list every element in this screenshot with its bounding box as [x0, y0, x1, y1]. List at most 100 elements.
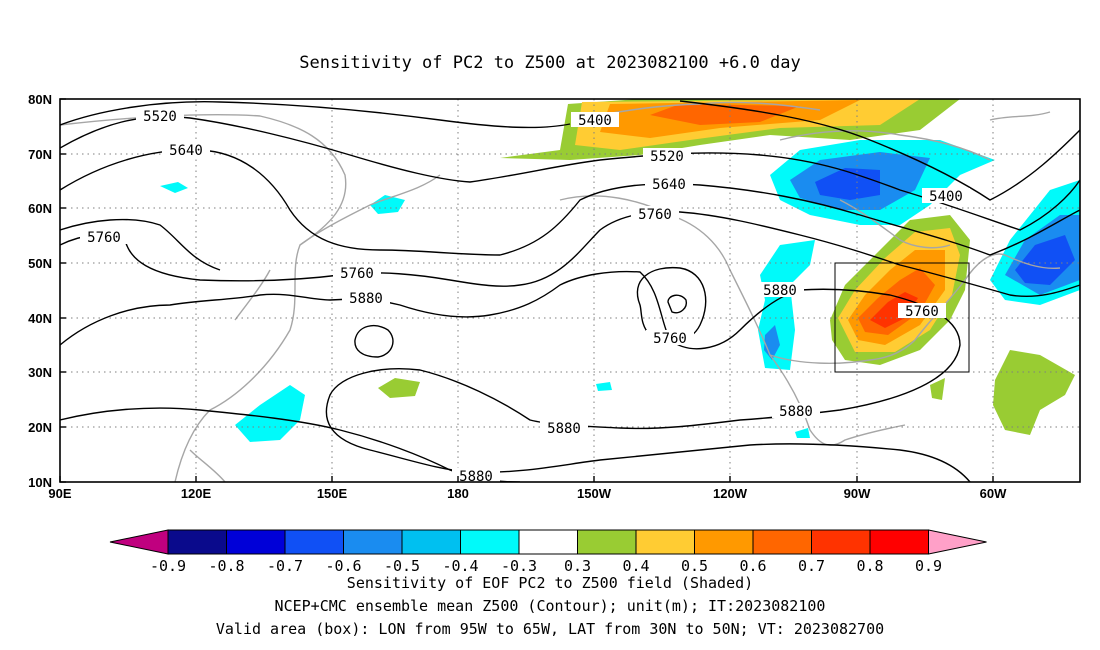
- footer-line-1: Sensitivity of EOF PC2 to Z500 field (Sh…: [347, 574, 753, 592]
- negative-area-kamchatka: [370, 195, 405, 214]
- latitude-labels: 80N 70N 60N 50N 40N 30N 20N 10N: [28, 92, 52, 490]
- colorbar-swatch: [811, 529, 871, 555]
- svg-text:5760: 5760: [638, 207, 672, 223]
- colorbar-label: -0.8: [208, 557, 244, 575]
- negative-area-pacific: [235, 385, 305, 442]
- colorbar-label: -0.9: [150, 557, 186, 575]
- positive-area-north-darkorange: [650, 104, 800, 125]
- contour-5520-upper: [60, 101, 571, 129]
- negative-area-gulf: [596, 382, 612, 391]
- lon-label: 120E: [181, 486, 212, 501]
- colorbar-swatch: [752, 529, 812, 555]
- contour-label: 5400: [571, 112, 619, 129]
- colorbar-swatch: [226, 529, 286, 555]
- contour-5760-b: [60, 218, 221, 271]
- contour-label: 5760: [333, 265, 381, 282]
- contour-label: 5880: [756, 282, 804, 299]
- contour-5760-inner: [667, 294, 687, 314]
- lat-label: 70N: [28, 147, 52, 162]
- contour-label: 5760: [646, 330, 694, 347]
- colorbar-label: 0.4: [622, 557, 649, 575]
- map-title: Sensitivity of PC2 to Z500 at 2023082100…: [299, 53, 801, 73]
- colorbar-swatch: [460, 529, 520, 555]
- contour-label: 5880: [452, 468, 500, 485]
- colorbar-arrow-left: [109, 529, 169, 555]
- lon-label: 90E: [48, 486, 71, 501]
- contour-label: 5760: [631, 206, 679, 223]
- colorbar-swatch: [635, 529, 695, 555]
- svg-text:5880: 5880: [547, 421, 581, 437]
- contour-label: 5880: [342, 290, 390, 307]
- contour-label: 5760: [80, 229, 128, 246]
- svg-text:5760: 5760: [340, 266, 374, 282]
- positive-area-caribbean: [930, 378, 945, 400]
- lon-label: 60W: [980, 486, 1007, 501]
- colorbar-swatch: [694, 529, 754, 555]
- colorbar-swatch: [167, 529, 227, 555]
- axis-ticks: [59, 98, 994, 483]
- contour-label: 5760: [898, 303, 946, 320]
- lat-label: 30N: [28, 365, 52, 380]
- colorbar-swatch: [284, 529, 344, 555]
- footer-line-3: Valid area (box): LON from 95W to 65W, L…: [216, 620, 884, 638]
- colorbar-label: -0.5: [384, 557, 420, 575]
- lat-label: 10N: [28, 475, 52, 490]
- colorbar-label: 0.5: [681, 557, 708, 575]
- lon-label: 150E: [317, 486, 348, 501]
- svg-text:5760: 5760: [653, 331, 687, 347]
- positive-area-subtropic: [993, 350, 1075, 435]
- negative-area-atlantic-core: [1015, 235, 1075, 285]
- colorbar: -0.9 -0.8 -0.7 -0.6 -0.5 -0.4 -0.3 0.3 0.4 0.5 0.6…: [109, 529, 987, 575]
- svg-text:5520: 5520: [650, 149, 684, 165]
- map-frame: [59, 98, 1081, 483]
- contour-label: 5640: [162, 142, 210, 159]
- lon-label: 90W: [844, 486, 871, 501]
- contour-label: 5520: [136, 108, 184, 125]
- colorbar-swatch: [577, 529, 637, 555]
- svg-text:5400: 5400: [929, 189, 963, 205]
- svg-text:5640: 5640: [169, 143, 203, 159]
- lon-label: 120W: [713, 486, 748, 501]
- contour-label: 5880: [540, 420, 588, 437]
- footer-line-2: NCEP+CMC ensemble mean Z500 (Contour); u…: [275, 597, 826, 615]
- longitude-labels: 90E 120E 150E 180 150W 120W 90W 60W: [48, 486, 1007, 501]
- svg-text:5880: 5880: [763, 283, 797, 299]
- svg-text:5760: 5760: [87, 230, 121, 246]
- colorbar-label: -0.4: [442, 557, 478, 575]
- z500-contours: [60, 100, 1080, 482]
- contour-5880-loop: [354, 324, 394, 358]
- colorbar-arrow-right: [928, 529, 987, 555]
- lat-label: 80N: [28, 92, 52, 107]
- svg-text:5880: 5880: [349, 291, 383, 307]
- colorbar-label: 0.8: [856, 557, 883, 575]
- negative-area-mexico: [795, 428, 810, 438]
- lat-label: 60N: [28, 201, 52, 216]
- svg-text:5880: 5880: [779, 404, 813, 420]
- colorbar-swatch: [343, 529, 403, 555]
- colorbar-label: 0.3: [564, 557, 591, 575]
- svg-text:5880: 5880: [459, 469, 493, 485]
- lat-label: 40N: [28, 311, 52, 326]
- colorbar-swatch: [401, 529, 461, 555]
- colorbar-label: 0.6: [739, 557, 766, 575]
- lat-label: 20N: [28, 420, 52, 435]
- negative-area-hudson-core: [815, 168, 880, 200]
- svg-text:5400: 5400: [578, 113, 612, 129]
- negative-area-npac: [160, 182, 188, 193]
- colorbar-label: -0.6: [325, 557, 361, 575]
- svg-text:5520: 5520: [143, 109, 177, 125]
- contour-label: 5640: [645, 176, 693, 193]
- colorbar-swatch: [518, 529, 578, 555]
- contour-labels: 5520 5640 5760 5400 5520 5640 5760 5400 …: [80, 108, 970, 485]
- colorbar-swatch: [869, 529, 929, 555]
- lat-lon-grid: [60, 99, 1080, 482]
- positive-area-pacific: [378, 378, 420, 398]
- colorbar-label: -0.7: [267, 557, 303, 575]
- sensitivity-shading: [160, 99, 1080, 442]
- contour-5880-a: [60, 270, 971, 482]
- contour-label: 5520: [643, 148, 691, 165]
- contour-5400: [679, 100, 1080, 201]
- contour-5520-west: [60, 115, 1080, 231]
- colorbar-label: 0.7: [798, 557, 825, 575]
